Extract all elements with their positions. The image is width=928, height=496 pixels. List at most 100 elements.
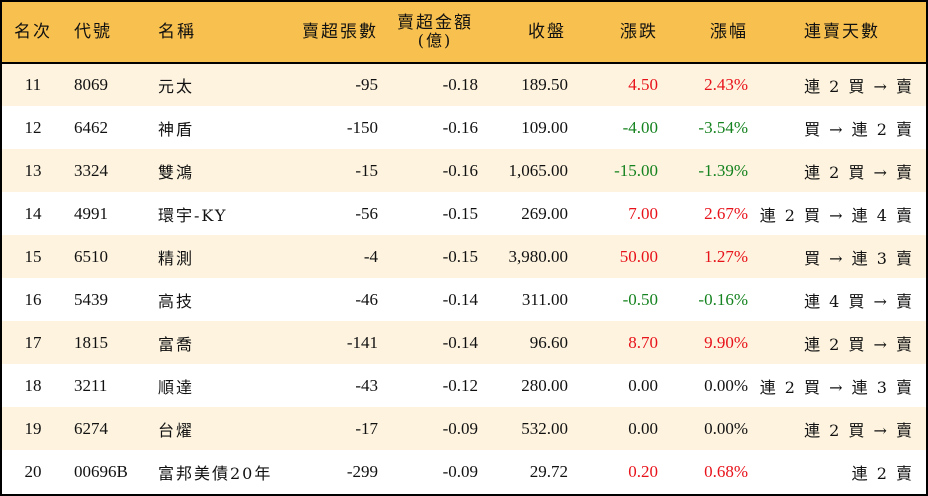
close-cell: 1,065.00 [508, 160, 569, 180]
code-cell[interactable]: 1815 [74, 332, 108, 352]
rank-cell: 13 [24, 160, 42, 180]
code-cell[interactable]: 6462 [74, 117, 108, 137]
rank-cell: 12 [24, 117, 42, 137]
change-pct-cell: 0.68% [704, 461, 748, 481]
header-code[interactable]: 代號 [74, 21, 112, 42]
net-sell-amount-cell: -0.09 [442, 461, 478, 481]
change-pct-cell: 0.00% [704, 418, 748, 438]
table-header-row: 名次 代號 名稱 賣超張數 賣超金額 (億) 收盤 漲跌 漲幅 連賣天數 [2, 2, 926, 63]
net-sell-amount-cell: -0.14 [442, 289, 478, 309]
table-row[interactable]: 12 6462 神盾 -150 -0.16 109.00 -4.00 -3.54… [2, 106, 926, 149]
rank-cell: 15 [24, 246, 42, 266]
rank-cell: 16 [24, 289, 42, 309]
streak-cell: 連 2 買 → 賣 [804, 77, 914, 96]
streak-cell: 連 2 買 → 賣 [804, 162, 914, 182]
name-cell[interactable]: 高技 [158, 291, 195, 311]
header-streak[interactable]: 連賣天數 [804, 21, 880, 42]
net-sell-lots-cell: -299 [346, 461, 378, 481]
table-row[interactable]: 17 1815 富喬 -141 -0.14 96.60 8.70 9.90% 連… [2, 321, 926, 364]
net-sell-amount-cell: -0.18 [442, 75, 478, 94]
code-cell[interactable]: 3211 [74, 375, 108, 395]
table-row[interactable]: 16 5439 高技 -46 -0.14 311.00 -0.50 -0.16%… [2, 278, 926, 321]
code-cell[interactable]: 00696B [74, 461, 128, 481]
close-cell: 269.00 [521, 203, 568, 223]
table-row[interactable]: 15 6510 精測 -4 -0.15 3,980.00 50.00 1.27%… [2, 235, 926, 278]
net-sell-lots-cell: -43 [355, 375, 378, 395]
header-change[interactable]: 漲跌 [620, 21, 658, 42]
change-pct-cell: -3.54% [698, 117, 748, 137]
close-cell: 532.00 [521, 418, 568, 438]
code-cell[interactable]: 6510 [74, 246, 108, 266]
rank-cell: 19 [24, 418, 42, 438]
close-cell: 311.00 [521, 289, 568, 309]
code-cell[interactable]: 3324 [74, 160, 108, 180]
change-cell: 0.00 [628, 418, 658, 438]
name-cell[interactable]: 元太 [158, 77, 195, 96]
name-cell[interactable]: 順達 [158, 377, 195, 397]
net-sell-amount-cell: -0.15 [442, 246, 478, 266]
header-net-sell-amount-unit: (億) [417, 31, 453, 50]
header-net-sell-lots[interactable]: 賣超張數 [302, 21, 378, 42]
net-sell-amount-cell: -0.16 [442, 160, 478, 180]
close-cell: 3,980.00 [508, 246, 569, 266]
name-cell[interactable]: 富喬 [158, 334, 195, 354]
change-cell: 0.20 [628, 461, 658, 481]
header-net-sell-amount[interactable]: 賣超金額 (億) [378, 2, 478, 63]
streak-cell: 連 4 買 → 賣 [804, 291, 914, 311]
streak-cell: 連 2 買 → 賣 [804, 334, 914, 354]
header-change-pct[interactable]: 漲幅 [710, 21, 748, 42]
code-cell[interactable]: 5439 [74, 289, 108, 309]
close-cell: 96.60 [529, 332, 568, 352]
name-cell[interactable]: 環宇-KY [158, 205, 228, 225]
net-sell-amount-cell: -0.15 [442, 203, 478, 223]
net-sell-amount-cell: -0.16 [442, 117, 478, 137]
name-cell[interactable]: 神盾 [158, 119, 195, 139]
name-cell[interactable]: 台燿 [158, 420, 195, 440]
rank-cell: 14 [24, 203, 42, 223]
rank-cell: 11 [24, 75, 42, 94]
code-cell[interactable]: 8069 [74, 75, 108, 94]
change-cell: 4.50 [628, 75, 658, 94]
header-close[interactable]: 收盤 [528, 21, 566, 42]
close-cell: 109.00 [521, 117, 568, 137]
streak-cell: 連 2 買 → 連 3 賣 [759, 377, 914, 397]
net-sell-lots-cell: -150 [346, 117, 378, 137]
close-cell: 280.00 [521, 375, 568, 395]
rank-cell: 18 [24, 375, 42, 395]
change-cell: 50.00 [619, 246, 658, 266]
name-cell[interactable]: 精測 [158, 248, 195, 268]
net-sell-lots-cell: -95 [355, 75, 378, 94]
change-pct-cell: -0.16% [698, 289, 748, 309]
table-row[interactable]: 18 3211 順達 -43 -0.12 280.00 0.00 0.00% 連… [2, 364, 926, 407]
header-rank[interactable]: 名次 [14, 21, 52, 42]
table-row[interactable]: 11 8069 元太 -95 -0.18 189.50 4.50 2.43% 連… [2, 63, 926, 106]
streak-cell: 連 2 買 → 賣 [804, 420, 914, 440]
header-net-sell-amount-label: 賣超金額 [397, 13, 473, 33]
name-cell[interactable]: 富邦美債20年 [158, 463, 273, 483]
table-row[interactable]: 14 4991 環宇-KY -56 -0.15 269.00 7.00 2.67… [2, 192, 926, 235]
table-row[interactable]: 19 6274 台燿 -17 -0.09 532.00 0.00 0.00% 連… [2, 407, 926, 450]
change-cell: -15.00 [614, 160, 658, 180]
net-sell-lots-cell: -4 [363, 246, 378, 266]
change-cell: 7.00 [628, 203, 658, 223]
code-cell[interactable]: 4991 [74, 203, 108, 223]
table-row[interactable]: 20 00696B 富邦美債20年 -299 -0.09 29.72 0.20 … [2, 450, 926, 493]
rank-cell: 17 [24, 332, 42, 352]
header-name[interactable]: 名稱 [158, 21, 196, 42]
change-cell: -0.50 [622, 289, 658, 309]
code-cell[interactable]: 6274 [74, 418, 108, 438]
net-sell-amount-cell: -0.14 [442, 332, 478, 352]
streak-cell: 連 2 買 → 連 4 賣 [759, 205, 914, 225]
net-sell-lots-cell: -17 [355, 418, 378, 438]
table-row[interactable]: 13 3324 雙鴻 -15 -0.16 1,065.00 -15.00 -1.… [2, 149, 926, 192]
net-sell-lots-cell: -141 [346, 332, 378, 352]
net-sell-lots-cell: -56 [355, 203, 378, 223]
change-cell: 8.70 [628, 332, 658, 352]
change-pct-cell: 0.00% [704, 375, 748, 395]
change-cell: 0.00 [628, 375, 658, 395]
change-pct-cell: -1.39% [698, 160, 748, 180]
net-sell-lots-cell: -15 [355, 160, 378, 180]
name-cell[interactable]: 雙鴻 [158, 162, 195, 182]
